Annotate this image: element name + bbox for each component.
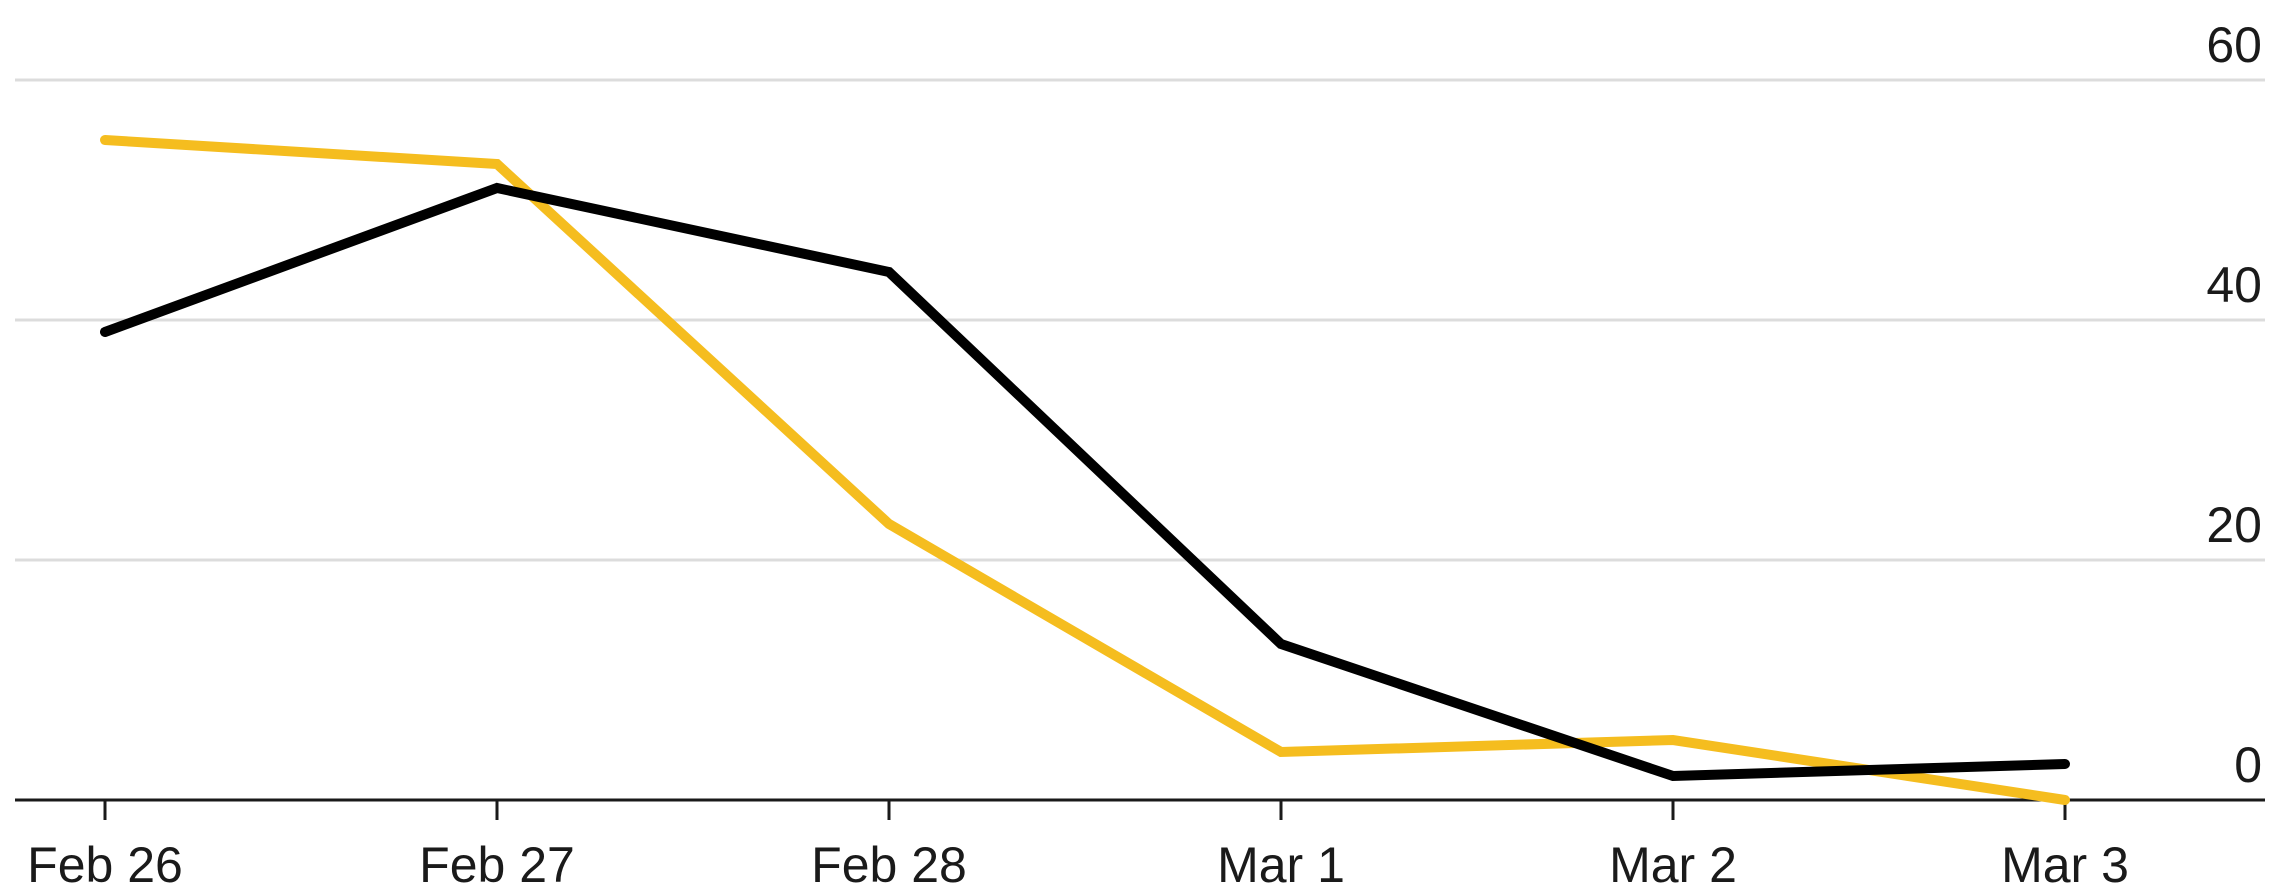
gridlines — [15, 78, 2265, 562]
x-tick-label-mar-3: Mar 3 — [2001, 837, 2129, 893]
y-tick-label-60: 60 — [2206, 17, 2262, 73]
x-tick-label-feb-28: Feb 28 — [811, 837, 967, 893]
y-tick-label-40: 40 — [2206, 257, 2262, 313]
y-tick-label-0: 0 — [2234, 737, 2262, 793]
series-layer — [100, 135, 2070, 805]
y-axis-labels: 0 20 40 60 — [2206, 17, 2262, 793]
series-line-2 — [100, 182, 2070, 782]
x-tick-label-mar-2: Mar 2 — [1609, 837, 1737, 893]
series-line-1 — [100, 135, 2070, 805]
x-tick-label-feb-26: Feb 26 — [27, 837, 183, 893]
y-tick-label-20: 20 — [2206, 497, 2262, 553]
x-tick-label-mar-1: Mar 1 — [1217, 837, 1345, 893]
x-axis: Feb 26 Feb 27 Feb 28 Mar 1 Mar 2 Mar 3 — [15, 798, 2265, 893]
x-tick-label-feb-27: Feb 27 — [419, 837, 575, 893]
